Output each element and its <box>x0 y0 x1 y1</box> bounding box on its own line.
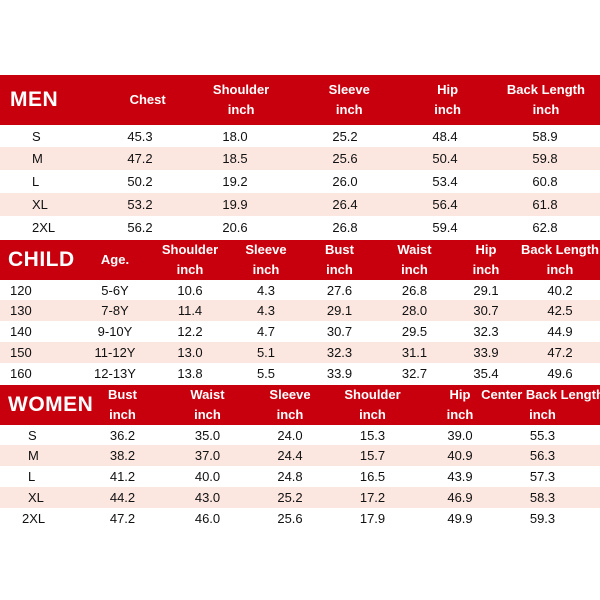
table-row: L 41.2 40.0 24.8 16.5 43.9 57.3 <box>0 466 600 487</box>
women-col-sleeve: Sleeve inch <box>269 387 311 422</box>
women-title: WOMEN <box>8 393 94 416</box>
men-col-hip: Hip inch <box>434 82 461 117</box>
men-size-table: MEN Chest Shoulder inch Sleeve inch Hip inc… <box>0 75 600 239</box>
women-header-row: WOMEN Bust inch Waist inch Sleeve inch Shou… <box>0 385 600 425</box>
men-col-shoulder: Shoulder inch <box>212 82 270 117</box>
table-row: 160 12-13Y 13.8 5.5 33.9 32.7 35.4 49.6 <box>0 363 600 384</box>
table-row: XL 53.2 19.9 26.4 56.4 61.8 <box>0 193 600 216</box>
men-col-back-length: Back Length inch <box>506 82 585 117</box>
table-row: 150 11-12Y 13.0 5.1 32.3 31.1 33.9 47.2 <box>0 342 600 363</box>
child-title: CHILD <box>8 248 75 271</box>
child-col-waist: Waist inch <box>397 242 432 277</box>
child-header-row: CHILD Age. Shoulder inch Sleeve inch Bust i… <box>0 240 600 280</box>
child-col-age: Age. <box>100 252 130 267</box>
table-row: M 38.2 37.0 24.4 15.7 40.9 56.3 <box>0 445 600 466</box>
child-col-back-length: Back Length inch <box>520 242 599 277</box>
men-col-chest: Chest <box>129 92 166 107</box>
table-row: 140 9-10Y 12.2 4.7 30.7 29.5 32.3 44.9 <box>0 321 600 342</box>
child-size-table: CHILD Age. Shoulder inch Sleeve inch Bust i… <box>0 240 600 384</box>
men-col-sleeve: Sleeve inch <box>328 82 370 117</box>
table-row: S 45.3 18.0 25.2 48.4 58.9 <box>0 125 600 147</box>
women-col-center-back-length: Center Back Length inch <box>481 387 600 422</box>
table-row: L 50.2 19.2 26.0 53.4 60.8 <box>0 170 600 193</box>
table-row: 130 7-8Y 11.4 4.3 29.1 28.0 30.7 42.5 <box>0 300 600 321</box>
women-col-bust: Bust inch <box>108 387 137 422</box>
table-row: 2XL 56.2 20.6 26.8 59.4 62.8 <box>0 216 600 239</box>
men-header-row: MEN Chest Shoulder inch Sleeve inch Hip inc… <box>0 75 600 125</box>
child-col-sleeve: Sleeve inch <box>245 242 287 277</box>
table-row: 120 5-6Y 10.6 4.3 27.6 26.8 29.1 40.2 <box>0 280 600 300</box>
child-col-shoulder: Shoulder inch <box>161 242 219 277</box>
women-col-shoulder: Shoulder inch <box>344 387 401 422</box>
child-col-hip: Hip inch <box>472 242 500 277</box>
child-col-bust: Bust inch <box>325 242 354 277</box>
women-col-hip: Hip inch <box>446 387 474 422</box>
women-size-table: WOMEN Bust inch Waist inch Sleeve inch Shou… <box>0 385 600 529</box>
table-row: 2XL 47.2 46.0 25.6 17.9 49.9 59.3 <box>0 508 600 529</box>
table-row: XL 44.2 43.0 25.2 17.2 46.9 58.3 <box>0 487 600 508</box>
table-row: S 36.2 35.0 24.0 15.3 39.0 55.3 <box>0 425 600 445</box>
women-col-waist: Waist inch <box>190 387 225 422</box>
men-title: MEN <box>10 88 59 111</box>
table-row: M 47.2 18.5 25.6 50.4 59.8 <box>0 147 600 170</box>
